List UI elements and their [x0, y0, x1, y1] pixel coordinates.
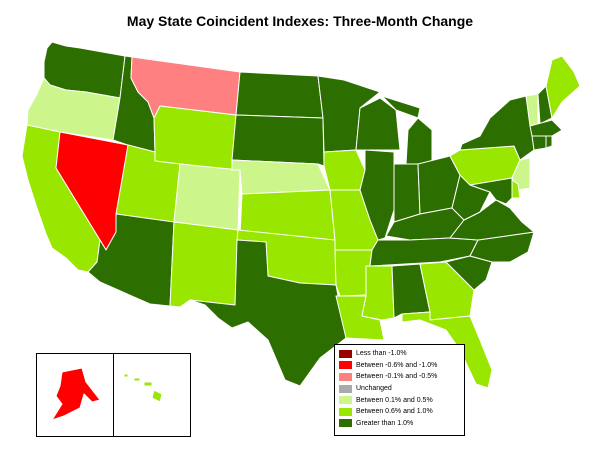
- legend-label: Less than -1.0%: [356, 350, 407, 358]
- legend-item: Between -0.1% and -0.5%: [339, 371, 460, 383]
- legend-swatch: [339, 407, 352, 416]
- legend-swatch: [339, 419, 352, 428]
- map-title: May State Coincident Indexes: Three-Mont…: [126, 13, 474, 29]
- legend-swatch: [339, 349, 352, 358]
- state-ME[interactable]: [545, 55, 581, 119]
- legend-label: Between 0.6% and 1.0%: [356, 408, 433, 416]
- states-layer: [21, 41, 581, 421]
- state-NJ[interactable]: [511, 157, 531, 191]
- state-CO[interactable]: [173, 163, 241, 231]
- legend-swatch: [339, 384, 352, 393]
- state-FL[interactable]: [401, 311, 493, 389]
- legend-item: Between 0.1% and 0.5%: [339, 394, 460, 406]
- state-NE[interactable]: [231, 159, 331, 195]
- legend-item: Between 0.6% and 1.0%: [339, 406, 460, 418]
- state-HI[interactable]: [123, 373, 163, 403]
- legend-item: Between -0.6% and -1.0%: [339, 360, 460, 372]
- state-IN[interactable]: [393, 163, 421, 223]
- state-WY[interactable]: [153, 105, 237, 171]
- state-ND[interactable]: [235, 71, 324, 119]
- legend-label: Between -0.6% and -1.0%: [356, 361, 438, 369]
- legend-swatch: [339, 361, 352, 370]
- state-CT[interactable]: [531, 135, 547, 151]
- state-RI[interactable]: [545, 135, 553, 149]
- inset-divider: [113, 354, 114, 436]
- state-AK[interactable]: [51, 367, 101, 421]
- legend-item: Less than -1.0%: [339, 348, 460, 360]
- legend-item: Unchanged: [339, 383, 460, 395]
- legend-swatch: [339, 396, 352, 405]
- state-SC[interactable]: [445, 255, 493, 291]
- legend-label: Greater than 1.0%: [356, 419, 414, 427]
- state-MD[interactable]: [469, 177, 513, 205]
- state-MS[interactable]: [361, 265, 395, 321]
- legend-label: Between -0.1% and -0.5%: [356, 373, 438, 381]
- state-WI[interactable]: [355, 97, 401, 151]
- state-MA[interactable]: [529, 119, 563, 137]
- state-TX[interactable]: [189, 239, 347, 387]
- state-SD[interactable]: [231, 114, 325, 167]
- legend-label: Between 0.1% and 0.5%: [356, 396, 433, 404]
- alaska-hawaii-inset-frame: [36, 353, 191, 437]
- legend-item: Greater than 1.0%: [339, 418, 460, 430]
- map-legend: Less than -1.0% Between -0.6% and -1.0% …: [334, 344, 465, 436]
- state-NM[interactable]: [169, 221, 239, 308]
- legend-label: Unchanged: [356, 385, 392, 393]
- state-MI[interactable]: [381, 95, 433, 165]
- state-IA[interactable]: [323, 149, 366, 191]
- legend-swatch: [339, 372, 352, 381]
